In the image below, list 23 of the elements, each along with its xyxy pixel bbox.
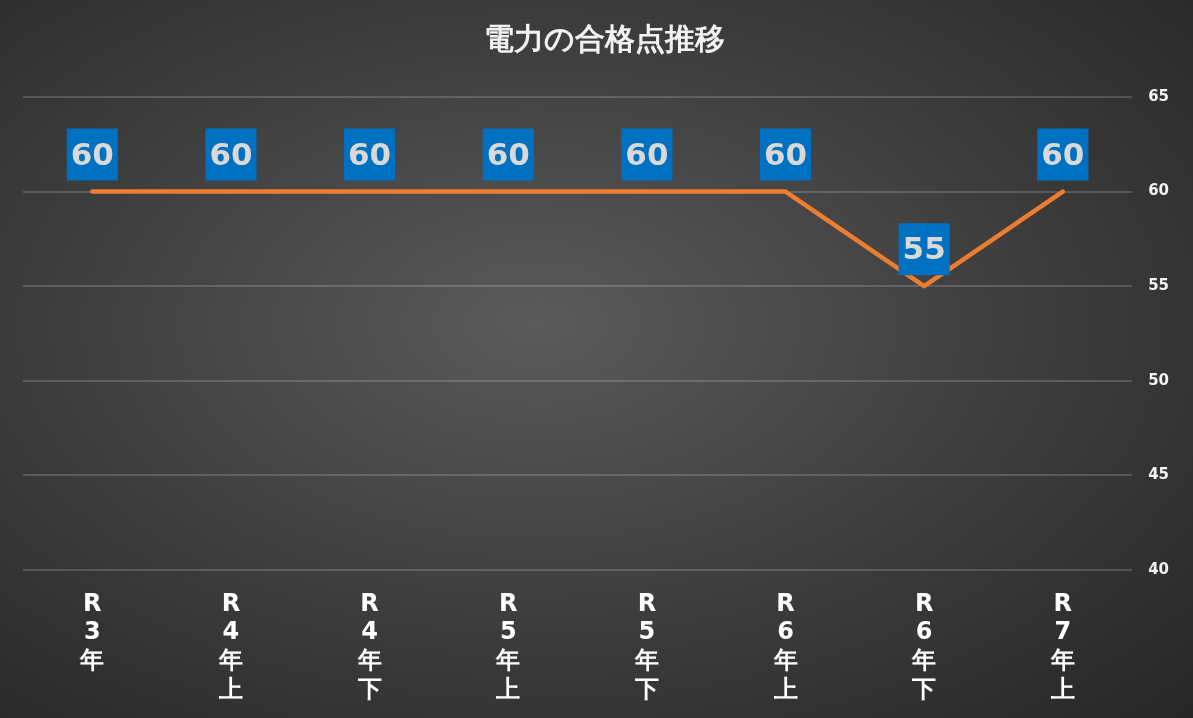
y-tick-label: 45 bbox=[1148, 465, 1169, 484]
data-label: 60 bbox=[486, 135, 530, 172]
x-tick-label: R6年上 bbox=[772, 588, 798, 704]
x-tick-label: R5年下 bbox=[633, 588, 659, 704]
data-label: 55 bbox=[902, 230, 946, 267]
x-tick-label: R6年下 bbox=[911, 588, 937, 704]
x-tick-label: R3年 bbox=[79, 588, 105, 675]
y-tick-label: 50 bbox=[1148, 370, 1169, 389]
chart-title: 電力の合格点推移 bbox=[483, 20, 725, 56]
x-tick-label: R7年上 bbox=[1049, 588, 1075, 704]
data-label: 60 bbox=[1041, 135, 1085, 172]
y-tick-label: 40 bbox=[1148, 559, 1169, 578]
y-tick-label: 65 bbox=[1148, 86, 1169, 105]
data-label: 60 bbox=[348, 135, 392, 172]
data-label: 60 bbox=[209, 135, 253, 172]
y-tick-label: 60 bbox=[1148, 181, 1169, 200]
data-label: 60 bbox=[70, 135, 114, 172]
data-label: 60 bbox=[625, 135, 669, 172]
x-tick-label: R5年上 bbox=[495, 588, 521, 704]
x-tick-label: R4年下 bbox=[356, 588, 382, 704]
x-tick-label: R4年上 bbox=[217, 588, 243, 704]
y-tick-label: 55 bbox=[1148, 276, 1169, 295]
data-label: 60 bbox=[763, 135, 808, 172]
